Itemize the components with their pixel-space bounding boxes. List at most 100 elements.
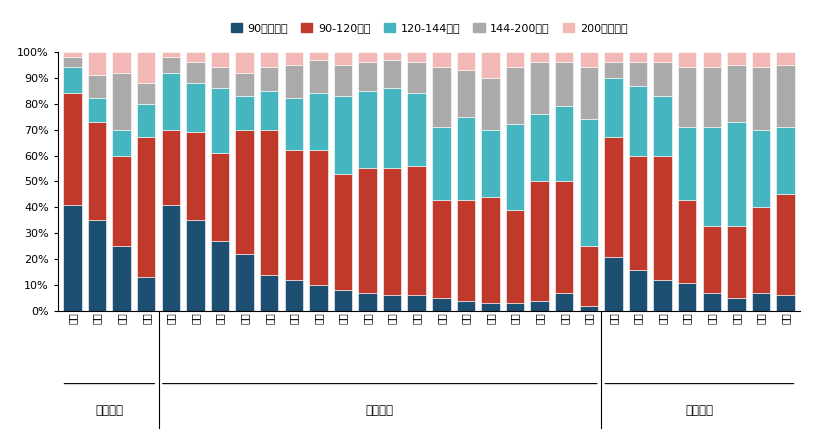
Bar [309, 285, 328, 311]
Bar [112, 52, 131, 73]
Bar [629, 270, 647, 311]
Bar [432, 200, 450, 298]
Bar [604, 62, 623, 78]
Bar [186, 220, 205, 311]
Bar [678, 52, 696, 67]
Bar [309, 52, 328, 60]
Bar [530, 114, 549, 181]
Bar [629, 62, 647, 86]
Bar [776, 65, 794, 127]
Bar [506, 303, 524, 311]
Bar [358, 91, 377, 168]
Bar [334, 52, 352, 65]
Bar [260, 275, 278, 311]
Bar [530, 52, 549, 62]
Bar [334, 65, 352, 96]
Bar [703, 226, 721, 293]
Bar [88, 122, 106, 220]
Bar [506, 124, 524, 210]
Bar [727, 226, 746, 298]
Bar [727, 65, 746, 122]
Bar [506, 210, 524, 303]
Bar [211, 153, 229, 241]
Bar [235, 254, 254, 311]
Bar [186, 83, 205, 132]
Bar [285, 52, 303, 65]
Bar [604, 137, 623, 257]
Bar [653, 280, 672, 311]
Bar [481, 130, 500, 197]
Bar [555, 181, 573, 293]
Bar [64, 205, 82, 311]
Bar [334, 96, 352, 174]
Legend: 90平米以下, 90-120平米, 120-144平米, 144-200平米, 200平米以上: 90平米以下, 90-120平米, 120-144平米, 144-200平米, … [226, 19, 632, 38]
Bar [88, 75, 106, 98]
Bar [383, 295, 401, 311]
Bar [752, 130, 770, 207]
Bar [112, 130, 131, 156]
Bar [358, 168, 377, 293]
Bar [162, 130, 180, 205]
Bar [88, 98, 106, 122]
Bar [678, 200, 696, 283]
Bar [137, 83, 155, 104]
Bar [678, 127, 696, 200]
Bar [629, 52, 647, 62]
Bar [285, 98, 303, 150]
Bar [260, 130, 278, 275]
Bar [383, 168, 401, 295]
Bar [506, 52, 524, 67]
Bar [776, 52, 794, 65]
Bar [457, 200, 475, 301]
Bar [432, 52, 450, 67]
Bar [530, 301, 549, 311]
Text: 三线城市: 三线城市 [686, 404, 714, 417]
Bar [776, 295, 794, 311]
Bar [309, 150, 328, 285]
Bar [555, 52, 573, 62]
Bar [530, 62, 549, 114]
Bar [211, 88, 229, 153]
Bar [653, 62, 672, 96]
Bar [162, 205, 180, 311]
Bar [162, 52, 180, 57]
Bar [211, 52, 229, 67]
Bar [752, 67, 770, 130]
Bar [235, 52, 254, 73]
Bar [727, 298, 746, 311]
Bar [186, 52, 205, 62]
Bar [88, 220, 106, 311]
Bar [555, 293, 573, 311]
Bar [186, 62, 205, 83]
Bar [678, 283, 696, 311]
Bar [703, 127, 721, 226]
Bar [383, 60, 401, 88]
Bar [604, 257, 623, 311]
Bar [64, 67, 82, 93]
Bar [432, 298, 450, 311]
Bar [408, 52, 426, 62]
Bar [408, 166, 426, 295]
Bar [334, 174, 352, 290]
Bar [235, 73, 254, 96]
Text: 二线城市: 二线城市 [365, 404, 394, 417]
Bar [64, 57, 82, 67]
Bar [235, 130, 254, 254]
Bar [580, 246, 598, 306]
Bar [481, 78, 500, 130]
Bar [752, 293, 770, 311]
Bar [186, 132, 205, 220]
Bar [703, 293, 721, 311]
Bar [776, 127, 794, 194]
Bar [703, 52, 721, 67]
Bar [432, 67, 450, 127]
Bar [309, 60, 328, 93]
Bar [309, 93, 328, 150]
Bar [481, 197, 500, 303]
Bar [752, 52, 770, 67]
Bar [260, 67, 278, 91]
Bar [457, 70, 475, 117]
Bar [260, 91, 278, 130]
Bar [629, 86, 647, 156]
Bar [481, 303, 500, 311]
